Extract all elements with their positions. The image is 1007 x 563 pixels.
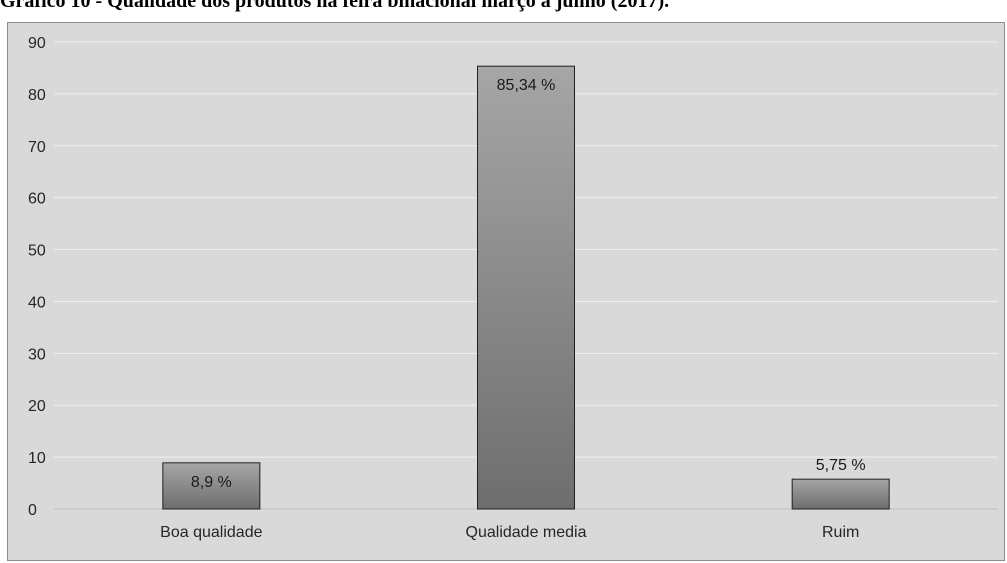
bar-2: [791, 478, 890, 510]
data-label-2: 5,75 %: [816, 457, 866, 474]
y-tick-label: 50: [28, 243, 46, 260]
category-label-0: Boa qualidade: [160, 524, 262, 541]
bar-0: [162, 462, 261, 510]
data-label-1: 85,34 %: [497, 77, 556, 94]
category-label-2: Ruim: [822, 524, 859, 541]
y-tick-label: 70: [28, 139, 46, 156]
bar-1: [477, 65, 575, 510]
chart-title: Gráfico 10 - Qualidade dos produtos na f…: [0, 0, 670, 12]
y-tick-label: 20: [28, 398, 46, 415]
y-tick-label: 90: [28, 35, 46, 52]
x-axis-categories: Boa qualidade Qualidade media Ruim: [160, 524, 859, 541]
y-tick-label: 30: [28, 346, 46, 363]
chart-area: 0 10 20 30 40 50 60 70 80 90 8,9 % 85,34 % 5,75 % B…: [7, 22, 1005, 561]
bar-chart: 0 10 20 30 40 50 60 70 80 90 8,9 % 85,34 % 5,75 % B…: [28, 35, 998, 541]
y-tick-label: 60: [28, 191, 46, 208]
data-labels: 8,9 % 85,34 % 5,75 %: [191, 77, 866, 491]
y-tick-label: 0: [28, 502, 37, 519]
y-tick-label: 40: [28, 294, 46, 311]
bars: [162, 65, 890, 510]
y-axis-ticks: 0 10 20 30 40 50 60 70 80 90: [28, 35, 46, 519]
y-tick-label: 80: [28, 87, 46, 104]
category-label-1: Qualidade media: [466, 524, 587, 541]
data-label-0: 8,9 %: [191, 474, 232, 491]
y-tick-label: 10: [28, 450, 46, 467]
